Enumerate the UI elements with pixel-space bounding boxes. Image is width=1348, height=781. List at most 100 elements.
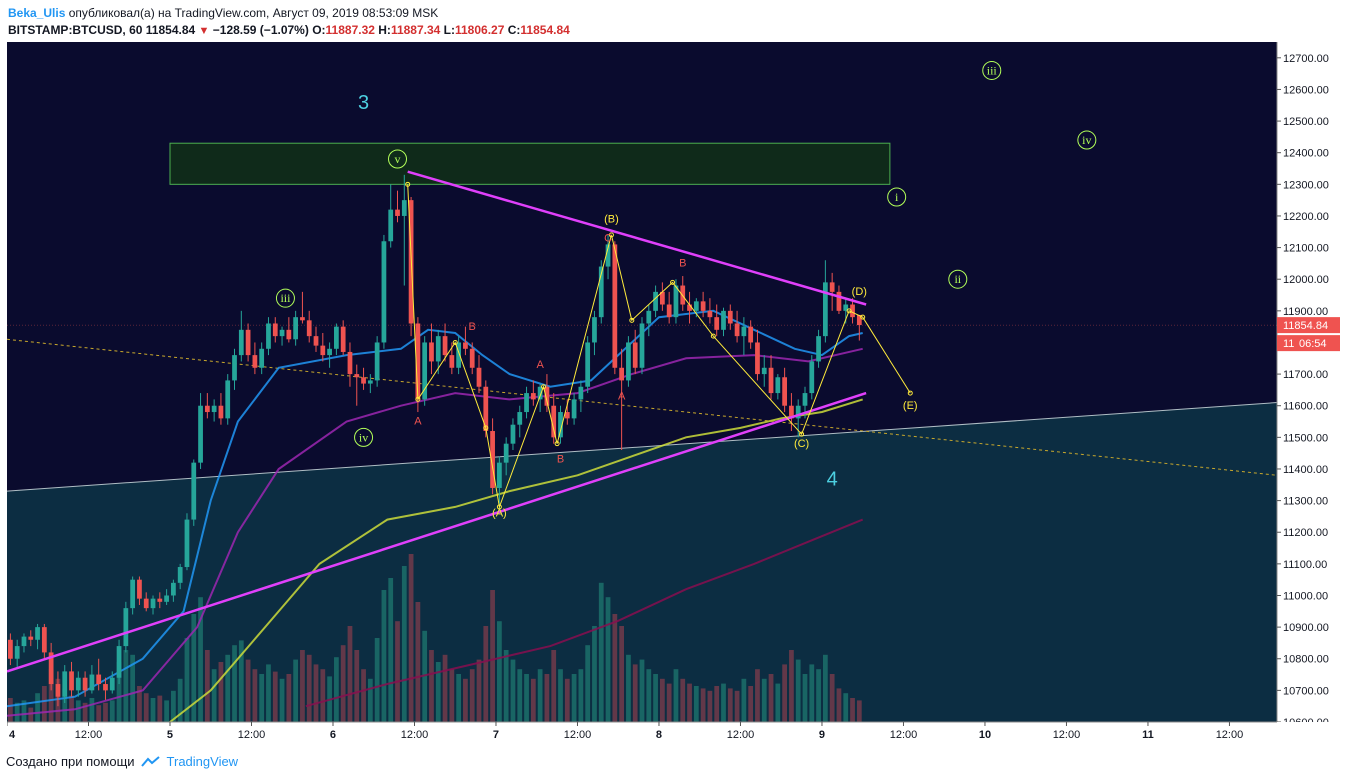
candle-body <box>320 345 326 356</box>
volume-bar <box>123 650 129 722</box>
x-tick-label: 8 <box>656 729 662 741</box>
volume-bar <box>313 664 319 722</box>
x-tick-label: 9 <box>819 729 825 741</box>
wave-point <box>554 441 560 447</box>
volume-series <box>8 554 862 722</box>
x-tick-label: 5 <box>167 729 173 741</box>
x-tick-label: 11 <box>1142 729 1154 741</box>
candle-body <box>14 646 20 659</box>
volume-bar <box>367 678 373 722</box>
wave-degree-circle <box>354 427 374 447</box>
candle-body <box>82 677 88 691</box>
y-tick-label: 11400.00 <box>1283 464 1328 476</box>
candle-body <box>75 677 81 691</box>
open-value: 11887.32 <box>325 23 375 37</box>
volume-bar <box>184 638 190 722</box>
volume-bar <box>571 674 577 722</box>
y-tick-label: 12000.00 <box>1283 274 1329 286</box>
candle-body <box>313 336 319 346</box>
candle-body <box>476 367 482 387</box>
volume-bar <box>673 669 679 722</box>
tradingview-brand[interactable]: TradingView <box>166 754 239 769</box>
candle-body <box>741 326 747 337</box>
candle-body <box>822 282 828 337</box>
candle-body <box>340 326 346 352</box>
candle-body <box>157 598 163 602</box>
volume-bar <box>524 674 529 722</box>
volume-bar <box>286 674 292 722</box>
volume-bar <box>856 700 862 722</box>
y-tick-label: 11100.00 <box>1283 559 1327 571</box>
candle-body <box>204 405 210 413</box>
candle-body <box>537 386 543 400</box>
down-arrow-icon: ▼ <box>198 25 210 37</box>
wave-point <box>799 431 805 437</box>
candle-body <box>8 639 13 659</box>
candle-body <box>456 342 462 368</box>
chart-header: Beka_Ulis опубликовал(а) на TradingView.… <box>0 0 1348 42</box>
candle-body <box>225 380 231 419</box>
y-tick-label: 12300.00 <box>1283 179 1329 191</box>
candle-body <box>89 674 95 691</box>
chart-panel[interactable]: (A) (B) (C) (D) (E) A B A B C A B 3 4 v iii iv i ii iii iv 10… <box>7 42 1340 744</box>
candle-body <box>272 323 278 337</box>
volume-bar <box>150 698 156 722</box>
volume-bar <box>721 683 726 722</box>
volume-bar <box>415 602 421 722</box>
x-tick-label: 12:00 <box>75 729 103 741</box>
volume-bar <box>143 693 149 722</box>
candle-body <box>211 405 217 413</box>
wave-point <box>608 232 614 238</box>
candle-body <box>422 342 428 400</box>
candle-body <box>300 317 305 321</box>
y-tick-label: 12500.00 <box>1283 116 1329 128</box>
candle-body <box>245 329 251 356</box>
wave-point <box>415 396 421 402</box>
candle-body <box>449 355 455 368</box>
wave-degree-label: i <box>895 190 899 204</box>
price-chart[interactable]: (A)(B)(C)(D)(E)ABABCAB34viiiiviiiiiiiv10… <box>7 42 1340 744</box>
volume-bar <box>490 590 495 722</box>
candle-body <box>252 355 258 368</box>
candle-body <box>856 314 862 326</box>
candle-body <box>598 266 604 318</box>
author-link[interactable]: Beka_Ulis <box>8 6 66 20</box>
volume-bar <box>687 683 692 722</box>
wave-degree-label: ii <box>954 272 961 286</box>
candle-body <box>558 412 563 438</box>
y-tick-label: 11200.00 <box>1283 527 1328 539</box>
elliott-wave-path <box>407 184 911 509</box>
candle-body <box>619 367 625 381</box>
volume-bar <box>177 678 183 722</box>
candle-body <box>626 342 631 381</box>
candle-body <box>69 671 74 691</box>
wave-label: A <box>414 416 422 428</box>
volume-bar <box>272 671 278 722</box>
volume-bar <box>334 657 339 722</box>
volume-bar <box>252 669 258 722</box>
candle-body <box>347 351 353 375</box>
volume-bar <box>605 597 611 722</box>
wave-degree-circle <box>1077 130 1097 150</box>
volume-bar <box>191 614 197 722</box>
volume-bar <box>130 654 136 722</box>
volume-bar <box>497 621 502 722</box>
candle-body <box>571 399 577 419</box>
wave-degree-circle <box>948 269 968 289</box>
volume-bar <box>35 693 40 722</box>
candle-body <box>646 310 652 324</box>
wave-degree-label: iv <box>1082 133 1091 147</box>
volume-bar <box>795 659 801 722</box>
wave-label: B <box>679 258 686 270</box>
volume-bar <box>680 678 686 722</box>
trendline-1 <box>407 170 867 306</box>
y-tick-label: 12600.00 <box>1283 84 1329 96</box>
wave-point <box>710 333 716 339</box>
wave-degree-circle <box>388 149 408 169</box>
volume-bar <box>320 669 326 722</box>
volume-bar <box>734 690 740 722</box>
volume-bar <box>388 578 394 722</box>
candle-body <box>721 310 726 330</box>
wave-label: C <box>604 232 612 244</box>
candle-body <box>293 317 299 340</box>
